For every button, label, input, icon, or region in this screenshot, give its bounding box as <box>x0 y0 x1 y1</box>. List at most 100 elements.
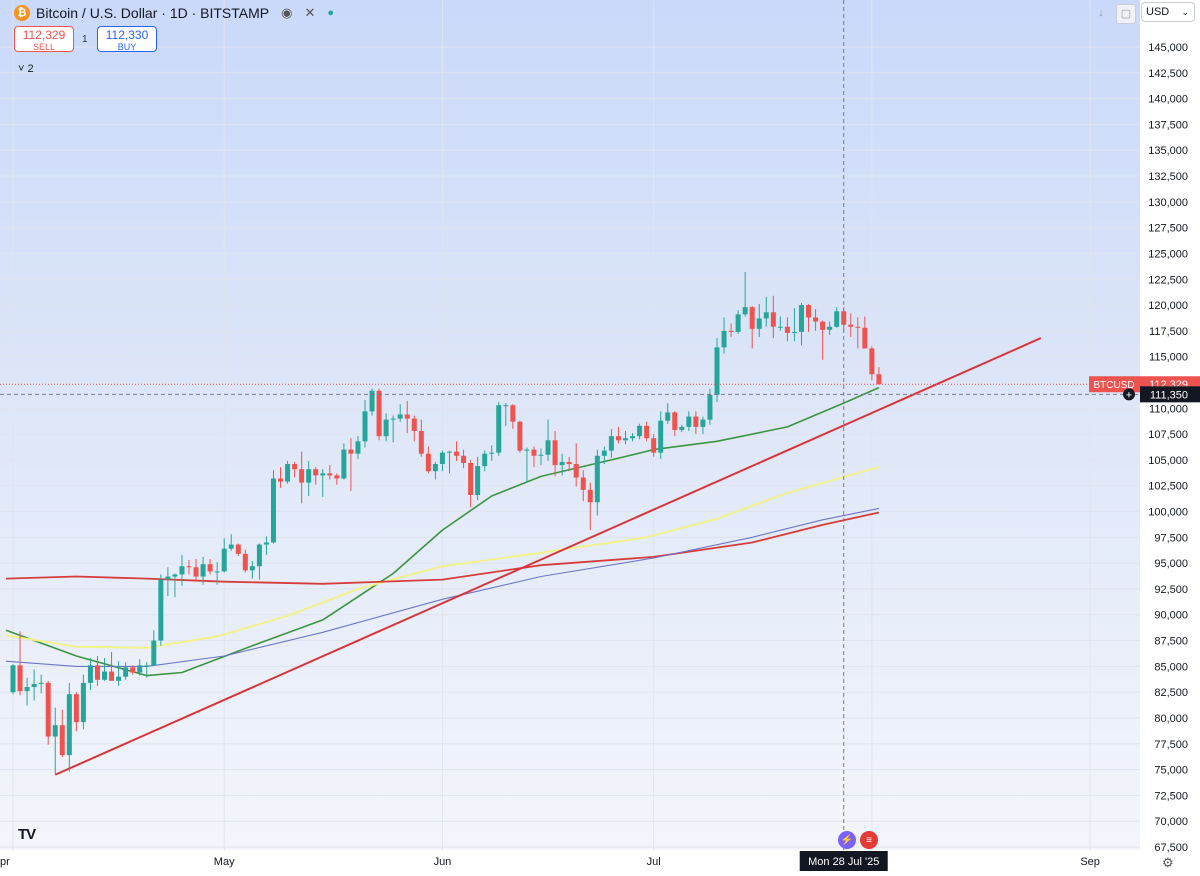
candle-body <box>728 330 734 332</box>
candle <box>791 308 797 342</box>
candle <box>756 304 762 338</box>
candle <box>806 304 812 332</box>
candle <box>151 630 157 666</box>
candle-body <box>341 449 347 479</box>
candle-body <box>87 665 93 683</box>
buy-button[interactable]: 112,330 BUY <box>97 26 157 52</box>
candle-body <box>658 420 664 453</box>
buy-price: 112,330 <box>105 28 149 42</box>
candle <box>608 428 614 458</box>
add-alert-icon <box>1123 388 1135 401</box>
candle-body <box>446 451 452 453</box>
candle-body <box>151 640 157 666</box>
sell-button[interactable]: 112,329 SELL <box>14 26 74 52</box>
time-axis-labels: pr May Jun Jul Sep Mon 28 Jul '25 <box>0 851 1100 871</box>
candle <box>383 413 389 442</box>
candle-body <box>186 566 192 568</box>
screenshot-icon[interactable]: ▢ <box>1116 4 1136 24</box>
symbol-legend[interactable]: ₿ Bitcoin / U.S. Dollar · 1D · BITSTAMP … <box>14 4 334 22</box>
candle <box>144 662 150 678</box>
price-tick-label: 105,000 <box>1148 455 1188 467</box>
time-axis[interactable]: pr May Jun Jul Sep Mon 28 Jul '25 <box>0 850 1140 871</box>
candle <box>566 456 572 472</box>
candle <box>432 461 438 480</box>
price-tick-label: 125,000 <box>1148 248 1188 260</box>
event-markers[interactable]: ⚡ ≡ <box>838 831 878 849</box>
candle-body <box>334 475 340 479</box>
candle <box>693 411 699 435</box>
candle <box>10 664 16 695</box>
candle-body <box>425 453 431 472</box>
price-tick-label: 142,500 <box>1148 68 1188 80</box>
candle <box>158 574 164 646</box>
candle-body <box>292 464 298 470</box>
candle <box>580 470 586 502</box>
close-icon[interactable]: ✕ <box>304 5 316 20</box>
us-flag-event-icon[interactable]: ≡ <box>860 831 878 849</box>
candle <box>38 674 44 694</box>
candle <box>587 482 593 531</box>
price-tick-label: 80,000 <box>1154 713 1188 725</box>
sell-label: SELL <box>32 42 56 52</box>
candle-body <box>249 566 255 571</box>
candle <box>672 411 678 437</box>
candles <box>10 272 882 774</box>
candle <box>362 400 368 448</box>
currency-select[interactable]: USD ⌄ <box>1141 2 1195 22</box>
candle <box>615 426 621 444</box>
candle-body <box>369 390 375 412</box>
candle <box>784 317 790 342</box>
symbol-title[interactable]: Bitcoin / U.S. Dollar · 1D · BITSTAMP <box>36 5 270 21</box>
candle-body <box>573 464 579 478</box>
candle <box>397 404 403 422</box>
candle <box>510 404 516 429</box>
candle-body <box>17 665 23 692</box>
candle <box>193 559 199 580</box>
candle <box>728 323 734 338</box>
candle <box>130 665 136 675</box>
candle <box>686 411 692 431</box>
candle <box>714 338 720 403</box>
candle-body <box>73 694 79 723</box>
price-tick-label: 137,500 <box>1148 119 1188 131</box>
candle-body <box>707 394 713 420</box>
candle-body <box>791 331 797 333</box>
candle-body <box>306 469 312 483</box>
gear-icon[interactable]: ⚙ <box>1162 855 1174 870</box>
candle-body <box>784 326 790 333</box>
sell-price: 112,329 <box>22 28 66 42</box>
indicators-toggle[interactable]: ˅ 2 <box>18 63 34 75</box>
tradingview-logo[interactable]: TV <box>18 826 36 843</box>
candle <box>439 450 445 472</box>
candle-body <box>31 683 37 687</box>
candle <box>552 431 558 477</box>
candle <box>66 682 72 772</box>
candle <box>418 419 424 457</box>
trendline[interactable] <box>54 337 1042 776</box>
candle-body <box>834 311 840 327</box>
candle <box>52 707 58 774</box>
download-icon[interactable]: ↓ <box>1098 7 1104 19</box>
candle <box>186 560 192 575</box>
candle-body <box>672 412 678 430</box>
eye-icon[interactable]: ◉ <box>281 5 293 20</box>
candle <box>637 423 643 440</box>
candle <box>327 465 333 480</box>
lightning-event-icon[interactable]: ⚡ <box>838 831 856 849</box>
candle <box>116 661 122 686</box>
price-axis[interactable]: 145,000 142,500 140,000 137,500 135,000 132,5… <box>1140 0 1200 871</box>
candle-body <box>397 414 403 419</box>
symbol-price-tag <box>1089 376 1140 393</box>
candle <box>123 662 129 680</box>
candle <box>735 310 741 334</box>
market-status-icon[interactable]: ● <box>327 7 335 19</box>
price-tick-label: 110,000 <box>1149 403 1188 415</box>
candle <box>461 449 467 469</box>
candle <box>749 306 755 349</box>
candle <box>24 677 30 706</box>
candle-body <box>721 330 727 348</box>
candle-body <box>876 374 882 385</box>
candle <box>855 317 861 349</box>
